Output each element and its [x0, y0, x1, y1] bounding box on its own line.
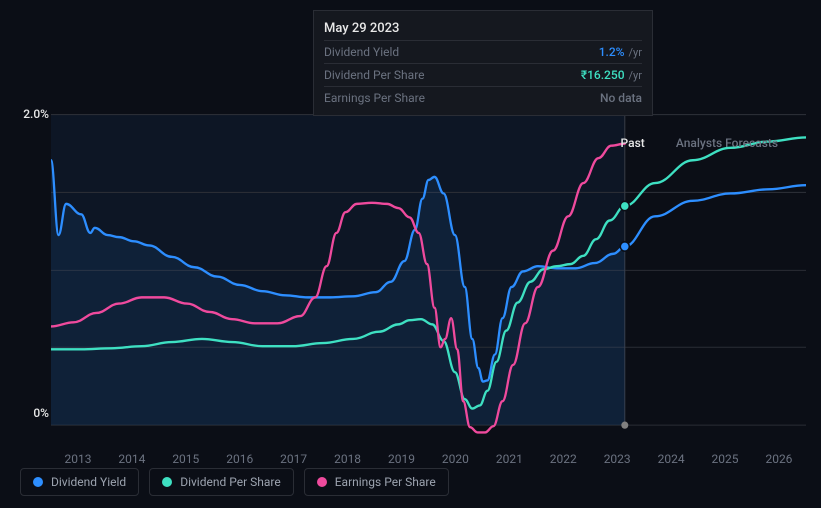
chart-area: 2013201420152016201720182019202020212022… — [15, 100, 806, 448]
legend-dot — [317, 477, 327, 487]
x-axis-label: 2015 — [159, 452, 213, 466]
x-axis-label: 2014 — [105, 452, 159, 466]
x-axis-label: 2013 — [51, 452, 105, 466]
x-axis-labels: 2013201420152016201720182019202020212022… — [51, 452, 806, 466]
legend: Dividend Yield Dividend Per Share Earnings… — [20, 468, 449, 496]
legend-item[interactable]: Dividend Yield — [20, 468, 139, 496]
x-axis-label: 2019 — [375, 452, 429, 466]
chart-tooltip: May 29 2023 Dividend Yield1.2%/yrDividen… — [313, 10, 653, 116]
tooltip-value: 1.2%/yr — [599, 45, 642, 59]
tooltip-row: Earnings Per Share No data — [324, 87, 642, 109]
legend-item[interactable]: Dividend Per Share — [149, 468, 294, 496]
x-axis-label: 2024 — [644, 452, 698, 466]
tooltip-value: ₹16.250/yr — [581, 68, 642, 82]
x-axis-label: 2020 — [428, 452, 482, 466]
x-axis-label: 2025 — [698, 452, 752, 466]
legend-label: Earnings Per Share — [335, 475, 436, 489]
tooltip-label: Earnings Per Share — [324, 91, 425, 105]
tooltip-date: May 29 2023 — [324, 17, 642, 41]
x-axis-label: 2016 — [213, 452, 267, 466]
legend-item[interactable]: Earnings Per Share — [304, 468, 449, 496]
x-axis-label: 2017 — [267, 452, 321, 466]
x-axis-label: 2018 — [321, 452, 375, 466]
x-axis-label: 2021 — [482, 452, 536, 466]
legend-label: Dividend Per Share — [180, 475, 281, 489]
tooltip-value: No data — [600, 91, 642, 105]
tooltip-rows: Dividend Yield 1.2%/yr Dividend Per Share ₹… — [324, 41, 642, 109]
tooltip-row: Dividend Yield 1.2%/yr — [324, 41, 642, 64]
x-axis-label: 2026 — [752, 452, 806, 466]
y-axis-label: 2.0% — [23, 107, 49, 121]
chart-svg[interactable] — [51, 100, 806, 448]
legend-dot — [162, 477, 172, 487]
legend-dot — [33, 477, 43, 487]
tooltip-label: Dividend Per Share — [324, 68, 425, 82]
tooltip-label: Dividend Yield — [324, 45, 399, 59]
x-axis-label: 2022 — [536, 452, 590, 466]
y-axis-label: 0% — [33, 406, 49, 420]
legend-label: Dividend Yield — [51, 475, 126, 489]
tooltip-row: Dividend Per Share ₹16.250/yr — [324, 64, 642, 87]
region-label: Analysts Forecasts — [676, 136, 778, 150]
region-label: Past — [621, 136, 645, 150]
x-axis-label: 2023 — [590, 452, 644, 466]
